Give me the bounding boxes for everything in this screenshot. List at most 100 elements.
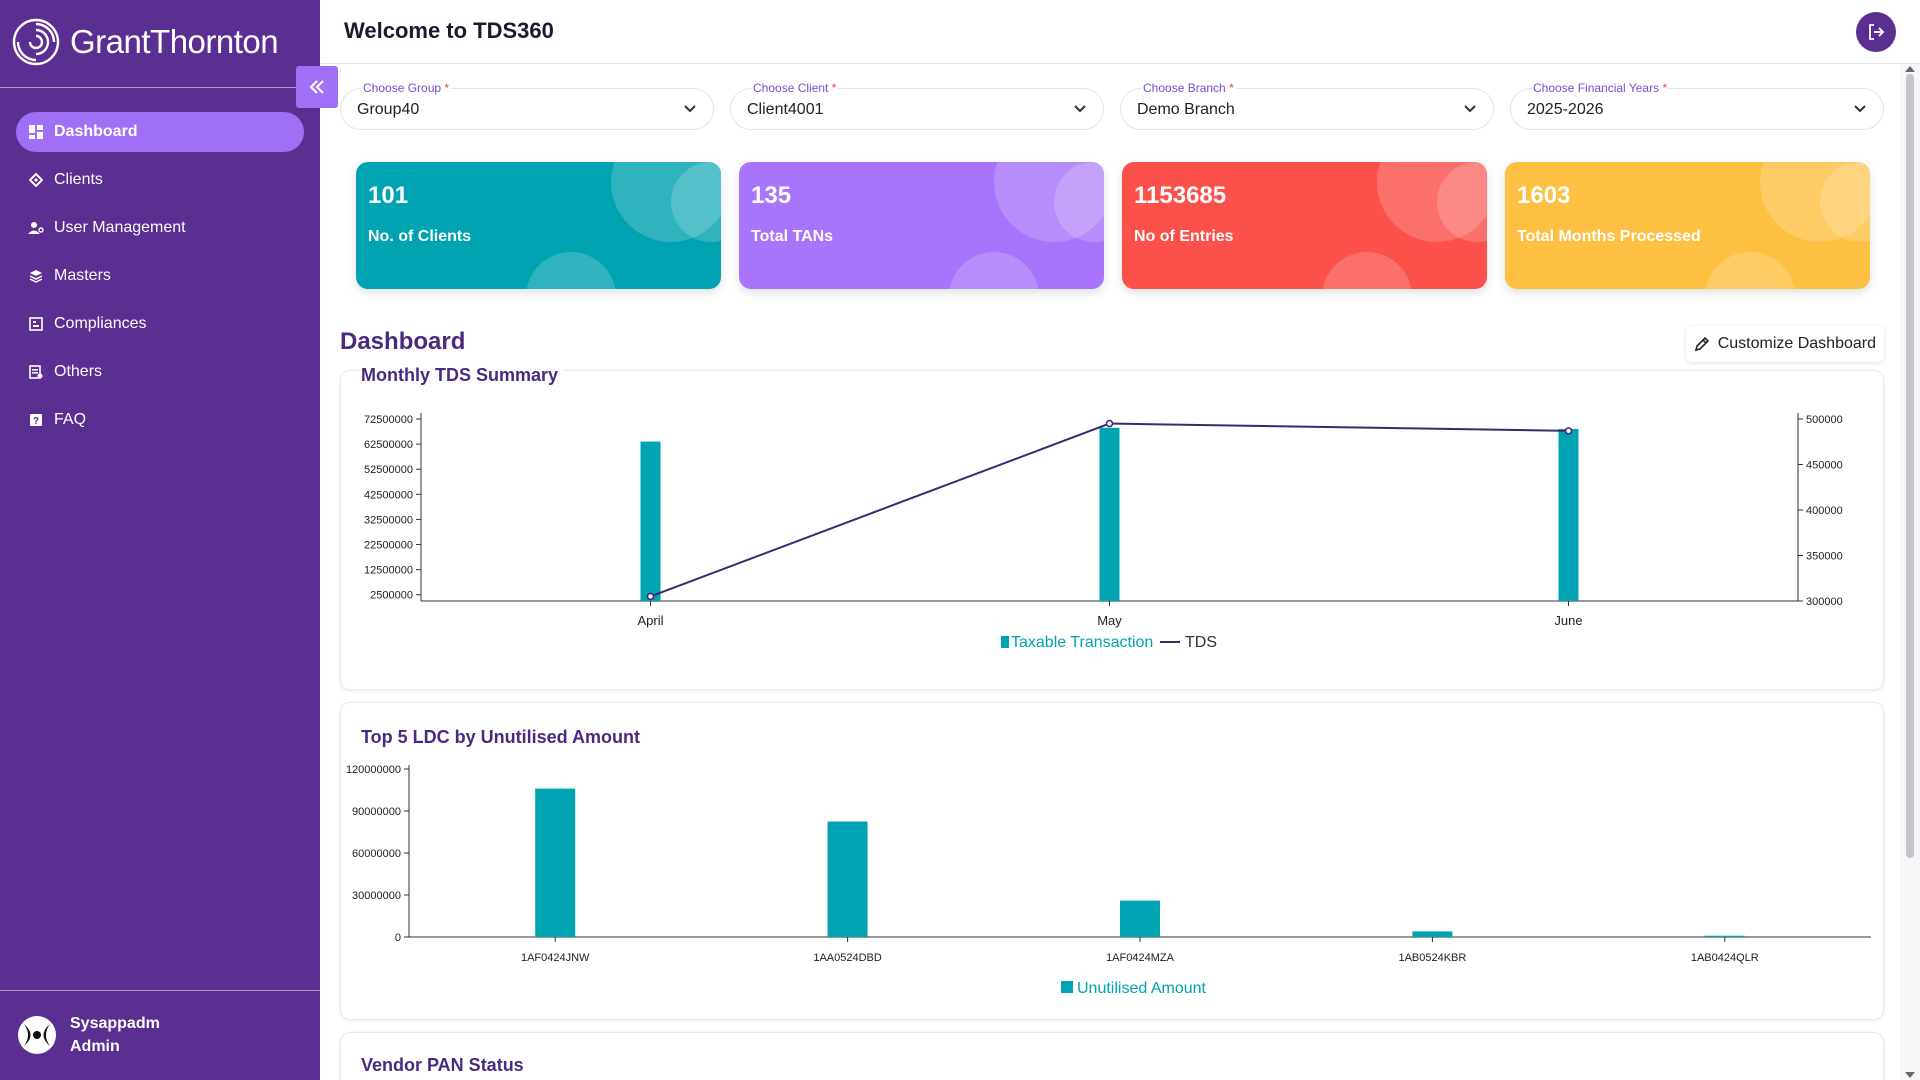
- y-right-tick-label: 450000: [1806, 460, 1843, 472]
- sidebar-item-masters[interactable]: Masters: [16, 256, 304, 296]
- line-point: [1564, 427, 1573, 435]
- customize-dashboard-button[interactable]: Customize Dashboard: [1685, 326, 1884, 362]
- y-tick-label: 2500000: [370, 590, 413, 602]
- card-decoration: [1705, 252, 1795, 289]
- grant-thornton-logo-icon: [12, 18, 60, 66]
- stat-value: 101: [368, 182, 409, 209]
- stat-value: 135: [751, 182, 792, 209]
- card-decoration: [526, 252, 616, 289]
- branch-select-value: Demo Branch: [1137, 101, 1235, 118]
- legend-label: Taxable Transaction: [1011, 634, 1153, 651]
- y-tick-label: 32500000: [364, 514, 413, 526]
- y-right-tick-label: 500000: [1806, 414, 1843, 426]
- top-ldc-chart: 0 30000000 60000000 90000000 120000000 1AF042…: [346, 764, 1871, 997]
- logout-button[interactable]: [1856, 12, 1896, 52]
- layers-icon: [28, 268, 44, 284]
- logout-icon: [1869, 24, 1885, 40]
- sidebar: GrantThornton Dashboard Clients User Man…: [0, 0, 320, 1080]
- y-tick-label: 90000000: [352, 806, 401, 818]
- scrollbar-thumb[interactable]: [1906, 74, 1914, 858]
- financial-year-select[interactable]: Choose Financial Years * 2025-2026: [1510, 81, 1884, 130]
- scroll-down-arrow[interactable]: [1905, 1072, 1915, 1078]
- panel-title: Top 5 LDC by Unutilised Amount: [361, 727, 640, 747]
- branch-select[interactable]: Choose Branch * Demo Branch: [1120, 81, 1494, 130]
- stat-card-clients[interactable]: 101 No. of Clients: [356, 162, 721, 289]
- clients-icon: [28, 172, 44, 188]
- main-content: Choose Group * Group40 Choose Client * C…: [320, 64, 1900, 1080]
- stat-label: Total TANs: [751, 228, 834, 245]
- svg-text:?: ?: [33, 416, 39, 427]
- page-scrollbar[interactable]: [1900, 64, 1920, 1080]
- legend-label: TDS: [1185, 634, 1217, 651]
- sidebar-item-dashboard[interactable]: Dashboard: [16, 112, 304, 152]
- bar: [640, 441, 661, 601]
- user-name: Sysappadm: [70, 1015, 160, 1032]
- line-point: [1105, 419, 1114, 428]
- financial-year-select-value: 2025-2026: [1527, 101, 1604, 118]
- sidebar-item-label: FAQ: [54, 411, 87, 428]
- group-select-value: Group40: [357, 101, 420, 118]
- group-select[interactable]: Choose Group * Group40: [340, 81, 714, 130]
- stat-label: No of Entries: [1134, 228, 1234, 245]
- user-role: Admin: [70, 1038, 120, 1055]
- chevron-down-icon: [1854, 105, 1866, 113]
- x-tick-label: 1AB0424QLR: [1691, 952, 1759, 964]
- sidebar-item-faq[interactable]: ? FAQ: [16, 400, 304, 440]
- x-tick-label: 1AB0524KBR: [1398, 952, 1466, 964]
- bar: [1099, 427, 1120, 601]
- sidebar-nav: Dashboard Clients User Management Master…: [16, 112, 304, 448]
- avatar-logo-icon: [19, 1017, 55, 1053]
- scroll-up-arrow[interactable]: [1905, 66, 1915, 72]
- legend-swatch: [1061, 981, 1073, 993]
- stat-label: No. of Clients: [368, 228, 472, 245]
- stat-card-entries[interactable]: 1153685 No of Entries: [1122, 162, 1487, 289]
- user-profile[interactable]: Sysappadm Admin: [18, 1012, 160, 1058]
- stat-card-tans[interactable]: 135 Total TANs: [739, 162, 1104, 289]
- y-right-tick-label: 300000: [1806, 596, 1843, 608]
- client-select[interactable]: Choose Client * Client4001: [730, 81, 1104, 130]
- card-decoration: [1322, 252, 1412, 289]
- group-select-label: Choose Group *: [361, 81, 452, 95]
- monthly-tds-panel: Monthly TDS Summary 2500000 12500000 22500…: [340, 365, 1884, 690]
- sidebar-item-label: Dashboard: [54, 123, 138, 140]
- stat-label: Total Months Processed: [1517, 228, 1701, 245]
- divider: [0, 87, 320, 88]
- sidebar-item-user-management[interactable]: User Management: [16, 208, 304, 248]
- dashboard-icon: [28, 124, 44, 140]
- sidebar-item-others[interactable]: Others: [16, 352, 304, 392]
- y-tick-label: 120000000: [346, 764, 401, 776]
- page-title: Welcome to TDS360: [344, 18, 554, 43]
- collapse-sidebar-button[interactable]: [296, 66, 338, 108]
- brand-name: GrantThornton: [70, 23, 279, 60]
- chevron-down-icon: [1074, 105, 1086, 113]
- pencil-icon: [1694, 336, 1709, 352]
- y-tick-label: 60000000: [352, 848, 401, 860]
- y-tick-label: 30000000: [352, 890, 401, 902]
- sidebar-item-clients[interactable]: Clients: [16, 160, 304, 200]
- y-tick-label: 22500000: [364, 540, 413, 552]
- divider: [0, 990, 320, 991]
- filter-bar: Choose Group * Group40 Choose Client * C…: [340, 81, 1884, 130]
- stat-card-months[interactable]: 1603 Total Months Processed: [1505, 162, 1870, 289]
- y-right-tick-label: 350000: [1806, 551, 1843, 563]
- legend-label: Unutilised Amount: [1077, 980, 1207, 997]
- financial-year-select-label: Choose Financial Years *: [1531, 81, 1670, 95]
- x-tick-label: 1AF0424MZA: [1106, 952, 1175, 964]
- card-decoration: [949, 252, 1039, 289]
- sidebar-item-label: Masters: [54, 267, 111, 284]
- y-tick-label: 62500000: [364, 439, 413, 451]
- x-tick-label: June: [1554, 613, 1582, 628]
- client-select-label: Choose Client *: [751, 81, 839, 95]
- compliances-icon: [28, 316, 44, 332]
- brand-logo[interactable]: GrantThornton: [12, 18, 279, 66]
- faq-icon: ?: [28, 412, 44, 428]
- panel-title: Vendor PAN Status: [361, 1055, 524, 1075]
- sidebar-item-label: Clients: [54, 171, 103, 188]
- client-select-value: Client4001: [747, 101, 824, 118]
- stat-cards: 101 No. of Clients 135 Total TANs 115368…: [356, 162, 1870, 289]
- double-chevron-left-icon: [309, 80, 324, 94]
- sidebar-item-compliances[interactable]: Compliances: [16, 304, 304, 344]
- x-tick-label: May: [1097, 613, 1122, 628]
- legend-swatch: [1001, 636, 1009, 648]
- vendor-pan-panel: Vendor PAN Status: [340, 1032, 1884, 1080]
